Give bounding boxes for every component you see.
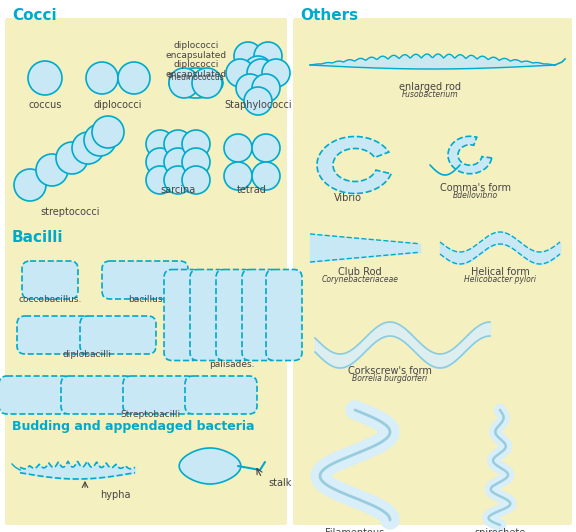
FancyBboxPatch shape [102,261,188,299]
Circle shape [14,169,46,201]
Text: diplobacilli: diplobacilli [63,350,112,359]
Text: Vibrio: Vibrio [334,193,362,203]
Text: Helicobacter pylori: Helicobacter pylori [464,275,536,284]
Circle shape [164,130,192,158]
Circle shape [234,42,262,70]
Text: Cocci: Cocci [12,8,56,23]
Circle shape [86,62,118,94]
Text: Budding and appendaged bacteria: Budding and appendaged bacteria [12,420,255,433]
Text: Bdellovibrio: Bdellovibrio [452,191,498,200]
FancyBboxPatch shape [17,316,93,354]
Circle shape [164,166,192,194]
Text: diplococci
encapsulated: diplococci encapsulated [165,40,226,60]
Text: bacillus: bacillus [128,295,162,304]
Polygon shape [448,136,492,174]
Text: sarcina: sarcina [160,185,196,195]
FancyBboxPatch shape [61,376,133,414]
FancyBboxPatch shape [0,376,71,414]
Circle shape [252,74,280,102]
Circle shape [254,42,282,70]
Text: Borrelia burgdorferi: Borrelia burgdorferi [353,374,427,383]
FancyBboxPatch shape [164,270,200,361]
Polygon shape [179,448,241,484]
Text: streptococci: streptococci [40,207,100,217]
Text: Comma's form: Comma's form [439,183,510,193]
Text: Helical form: Helical form [471,267,529,277]
Circle shape [244,87,272,115]
Circle shape [226,59,254,87]
Polygon shape [317,137,391,194]
FancyBboxPatch shape [80,316,156,354]
Circle shape [224,162,252,190]
Text: spirochete: spirochete [475,528,526,532]
Circle shape [247,59,275,87]
Text: Club Rod: Club Rod [338,267,382,277]
Circle shape [28,61,62,95]
Text: tetrad: tetrad [237,185,267,195]
Text: hypha: hypha [100,490,131,500]
FancyBboxPatch shape [242,270,278,361]
Text: Filamentous: Filamentous [325,528,385,532]
Text: diplococci
encapsulated: diplococci encapsulated [165,60,226,79]
Circle shape [118,62,150,94]
Text: Streptobacilli: Streptobacilli [120,410,180,419]
Circle shape [56,142,88,174]
Circle shape [244,56,272,84]
FancyBboxPatch shape [293,18,572,525]
Circle shape [236,74,264,102]
Circle shape [146,166,174,194]
Circle shape [252,134,280,162]
Circle shape [84,124,116,156]
Circle shape [182,166,210,194]
Circle shape [262,59,290,87]
Circle shape [92,116,124,148]
FancyBboxPatch shape [266,270,302,361]
FancyBboxPatch shape [123,376,195,414]
Circle shape [252,162,280,190]
Circle shape [182,148,210,176]
Text: Staphylococci: Staphylococci [224,100,292,110]
Text: diplococci: diplococci [94,100,142,110]
Text: stalk: stalk [268,478,291,488]
Circle shape [36,154,68,186]
Circle shape [164,148,192,176]
Circle shape [224,134,252,162]
Text: Others: Others [300,8,358,23]
Circle shape [146,148,174,176]
FancyBboxPatch shape [22,261,78,299]
Text: Bacilli: Bacilli [12,230,63,245]
Text: enlarged rod: enlarged rod [399,82,461,92]
Circle shape [192,68,222,98]
FancyBboxPatch shape [185,376,257,414]
Text: coccus: coccus [28,100,62,110]
Circle shape [72,132,104,164]
FancyBboxPatch shape [5,18,287,525]
Text: Pneumococcus: Pneumococcus [168,73,225,82]
Text: palisades.: palisades. [209,360,255,369]
Circle shape [182,130,210,158]
Text: Corkscrew's form: Corkscrew's form [348,366,432,376]
FancyBboxPatch shape [190,270,226,361]
Circle shape [169,68,199,98]
Text: coccobacillus.: coccobacillus. [18,295,82,304]
Text: Fusobacterium: Fusobacterium [401,90,458,99]
Circle shape [146,130,174,158]
FancyBboxPatch shape [216,270,252,361]
Text: Corynebacteriaceae: Corynebacteriaceae [321,275,399,284]
